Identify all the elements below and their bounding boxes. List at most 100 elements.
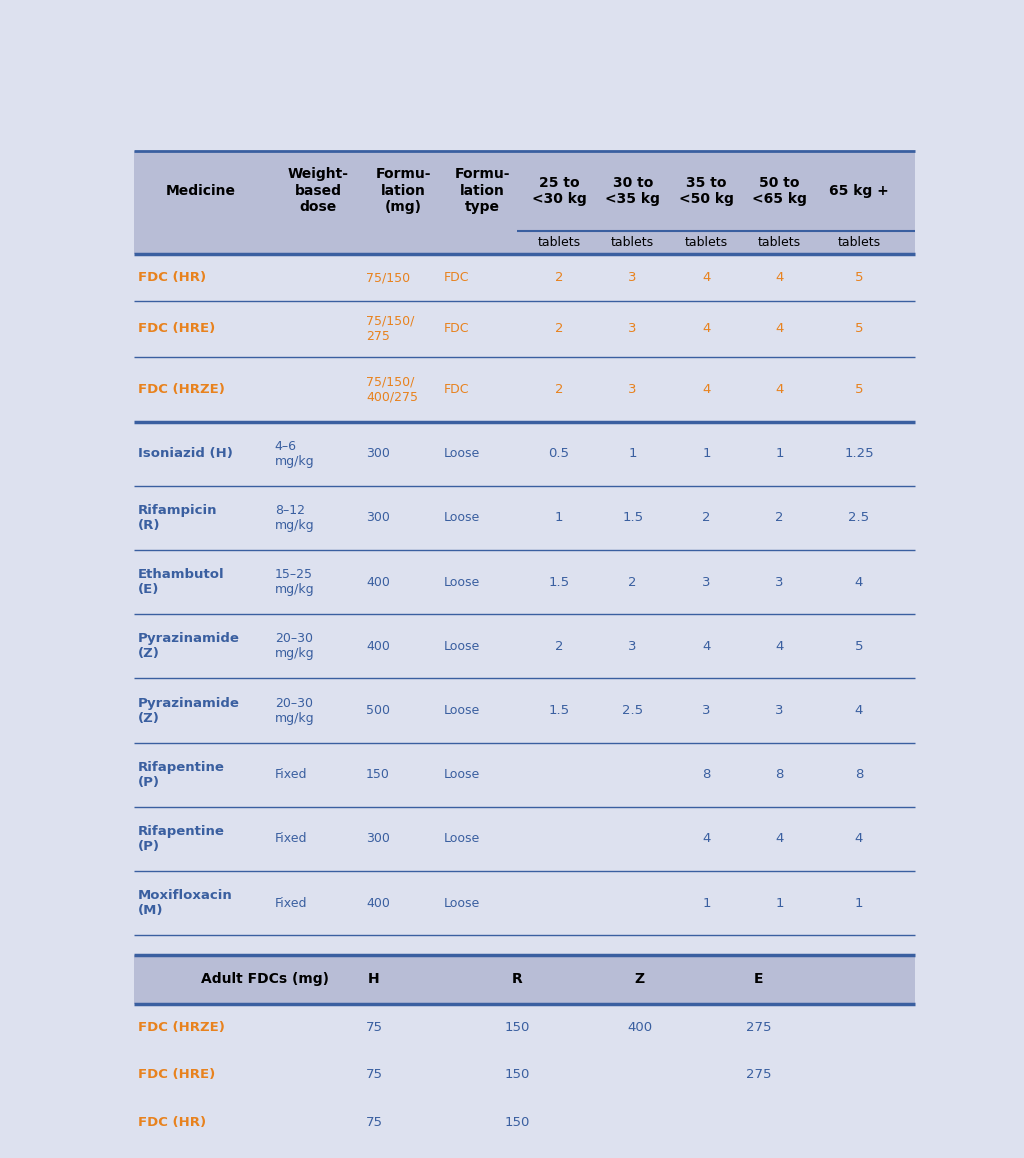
Text: 275: 275 bbox=[746, 1021, 772, 1034]
Text: 3: 3 bbox=[775, 704, 783, 717]
Text: 5: 5 bbox=[855, 322, 863, 336]
Text: Formu-
lation
type: Formu- lation type bbox=[455, 168, 511, 214]
Text: 20–30
mg/kg: 20–30 mg/kg bbox=[274, 696, 314, 725]
Text: 3: 3 bbox=[702, 704, 711, 717]
Text: 75: 75 bbox=[366, 1021, 383, 1034]
Text: 0.5: 0.5 bbox=[549, 447, 569, 460]
FancyBboxPatch shape bbox=[134, 955, 915, 1004]
Text: 3: 3 bbox=[629, 271, 637, 284]
Text: Loose: Loose bbox=[443, 576, 480, 588]
Text: 3: 3 bbox=[702, 576, 711, 588]
Text: E: E bbox=[754, 973, 764, 987]
Text: 75: 75 bbox=[366, 1115, 383, 1129]
Text: 3: 3 bbox=[629, 322, 637, 336]
Text: Loose: Loose bbox=[443, 704, 480, 717]
Text: FDC (HRZE): FDC (HRZE) bbox=[137, 382, 224, 396]
Text: 4: 4 bbox=[702, 382, 711, 396]
Text: tablets: tablets bbox=[838, 236, 881, 249]
Text: 1: 1 bbox=[775, 447, 783, 460]
Text: 75: 75 bbox=[366, 1069, 383, 1082]
Text: Loose: Loose bbox=[443, 640, 480, 653]
Text: 5: 5 bbox=[855, 640, 863, 653]
Text: 300: 300 bbox=[367, 512, 390, 525]
Text: Rifampicin
(R): Rifampicin (R) bbox=[137, 504, 217, 532]
Text: 150: 150 bbox=[367, 768, 390, 782]
Text: 4: 4 bbox=[775, 382, 783, 396]
Text: Loose: Loose bbox=[443, 512, 480, 525]
Text: 5: 5 bbox=[855, 382, 863, 396]
Text: 50 to
<65 kg: 50 to <65 kg bbox=[752, 176, 807, 206]
Text: FDC (HRZE): FDC (HRZE) bbox=[137, 1021, 224, 1034]
Text: 300: 300 bbox=[367, 833, 390, 845]
Text: 400: 400 bbox=[367, 640, 390, 653]
Text: 65 kg +: 65 kg + bbox=[829, 184, 889, 198]
Text: 1: 1 bbox=[702, 896, 711, 910]
Text: 1.5: 1.5 bbox=[549, 704, 569, 717]
Text: 8: 8 bbox=[855, 768, 863, 782]
Text: 1.5: 1.5 bbox=[623, 512, 643, 525]
Text: 5: 5 bbox=[855, 271, 863, 284]
Text: 3: 3 bbox=[775, 576, 783, 588]
Text: FDC (HR): FDC (HR) bbox=[137, 1115, 206, 1129]
Text: 3: 3 bbox=[629, 382, 637, 396]
Text: 2: 2 bbox=[702, 512, 711, 525]
Text: 1.5: 1.5 bbox=[549, 576, 569, 588]
Text: 8: 8 bbox=[775, 768, 783, 782]
Text: 1: 1 bbox=[629, 447, 637, 460]
Text: Formu-
lation
(mg): Formu- lation (mg) bbox=[376, 168, 431, 214]
Text: 400: 400 bbox=[628, 1021, 652, 1034]
Text: 4: 4 bbox=[855, 576, 863, 588]
Text: 3: 3 bbox=[629, 640, 637, 653]
Text: 4: 4 bbox=[855, 833, 863, 845]
Text: 1: 1 bbox=[775, 896, 783, 910]
Text: 2: 2 bbox=[555, 640, 563, 653]
Text: tablets: tablets bbox=[758, 236, 801, 249]
Text: 1: 1 bbox=[702, 447, 711, 460]
Text: FDC: FDC bbox=[443, 271, 469, 284]
Text: FDC: FDC bbox=[443, 322, 469, 336]
Text: 25 to
<30 kg: 25 to <30 kg bbox=[531, 176, 587, 206]
Text: Ethambutol
(E): Ethambutol (E) bbox=[137, 569, 224, 596]
Text: 2: 2 bbox=[629, 576, 637, 588]
Text: Isoniazid (H): Isoniazid (H) bbox=[137, 447, 232, 460]
Text: Fixed: Fixed bbox=[274, 768, 307, 782]
Text: tablets: tablets bbox=[611, 236, 654, 249]
Text: 8: 8 bbox=[702, 768, 711, 782]
Text: 2.5: 2.5 bbox=[623, 704, 643, 717]
Text: 1.25: 1.25 bbox=[844, 447, 873, 460]
Text: 4: 4 bbox=[775, 322, 783, 336]
Text: 75/150/
275: 75/150/ 275 bbox=[367, 315, 415, 343]
Text: 2.5: 2.5 bbox=[848, 512, 869, 525]
Text: 75/150/
400/275: 75/150/ 400/275 bbox=[367, 375, 418, 403]
Text: 35 to
<50 kg: 35 to <50 kg bbox=[679, 176, 734, 206]
Text: 4: 4 bbox=[702, 322, 711, 336]
Text: 4: 4 bbox=[702, 640, 711, 653]
Text: Moxifloxacin
(M): Moxifloxacin (M) bbox=[137, 889, 232, 917]
Text: Rifapentine
(P): Rifapentine (P) bbox=[137, 824, 224, 853]
Text: Weight-
based
dose: Weight- based dose bbox=[288, 168, 349, 214]
Text: H: H bbox=[369, 973, 380, 987]
Text: 4: 4 bbox=[775, 640, 783, 653]
Text: FDC (HRE): FDC (HRE) bbox=[137, 1069, 215, 1082]
Text: 150: 150 bbox=[504, 1069, 529, 1082]
Text: 2: 2 bbox=[775, 512, 783, 525]
Text: 75/150: 75/150 bbox=[367, 271, 411, 284]
Text: 150: 150 bbox=[504, 1115, 529, 1129]
Text: 4: 4 bbox=[702, 271, 711, 284]
Text: Pyrazinamide
(Z): Pyrazinamide (Z) bbox=[137, 696, 240, 725]
Text: 2: 2 bbox=[555, 322, 563, 336]
Text: tablets: tablets bbox=[538, 236, 581, 249]
Text: 30 to
<35 kg: 30 to <35 kg bbox=[605, 176, 660, 206]
FancyBboxPatch shape bbox=[134, 151, 915, 1145]
Text: 400: 400 bbox=[367, 896, 390, 910]
Text: 8–12
mg/kg: 8–12 mg/kg bbox=[274, 504, 314, 532]
Text: 150: 150 bbox=[504, 1021, 529, 1034]
Text: Fixed: Fixed bbox=[274, 896, 307, 910]
Text: Fixed: Fixed bbox=[274, 833, 307, 845]
Text: 2: 2 bbox=[555, 271, 563, 284]
Text: 4: 4 bbox=[855, 704, 863, 717]
Text: FDC (HR): FDC (HR) bbox=[137, 271, 206, 284]
FancyBboxPatch shape bbox=[134, 151, 915, 254]
Text: FDC: FDC bbox=[443, 382, 469, 396]
Text: 1: 1 bbox=[855, 896, 863, 910]
